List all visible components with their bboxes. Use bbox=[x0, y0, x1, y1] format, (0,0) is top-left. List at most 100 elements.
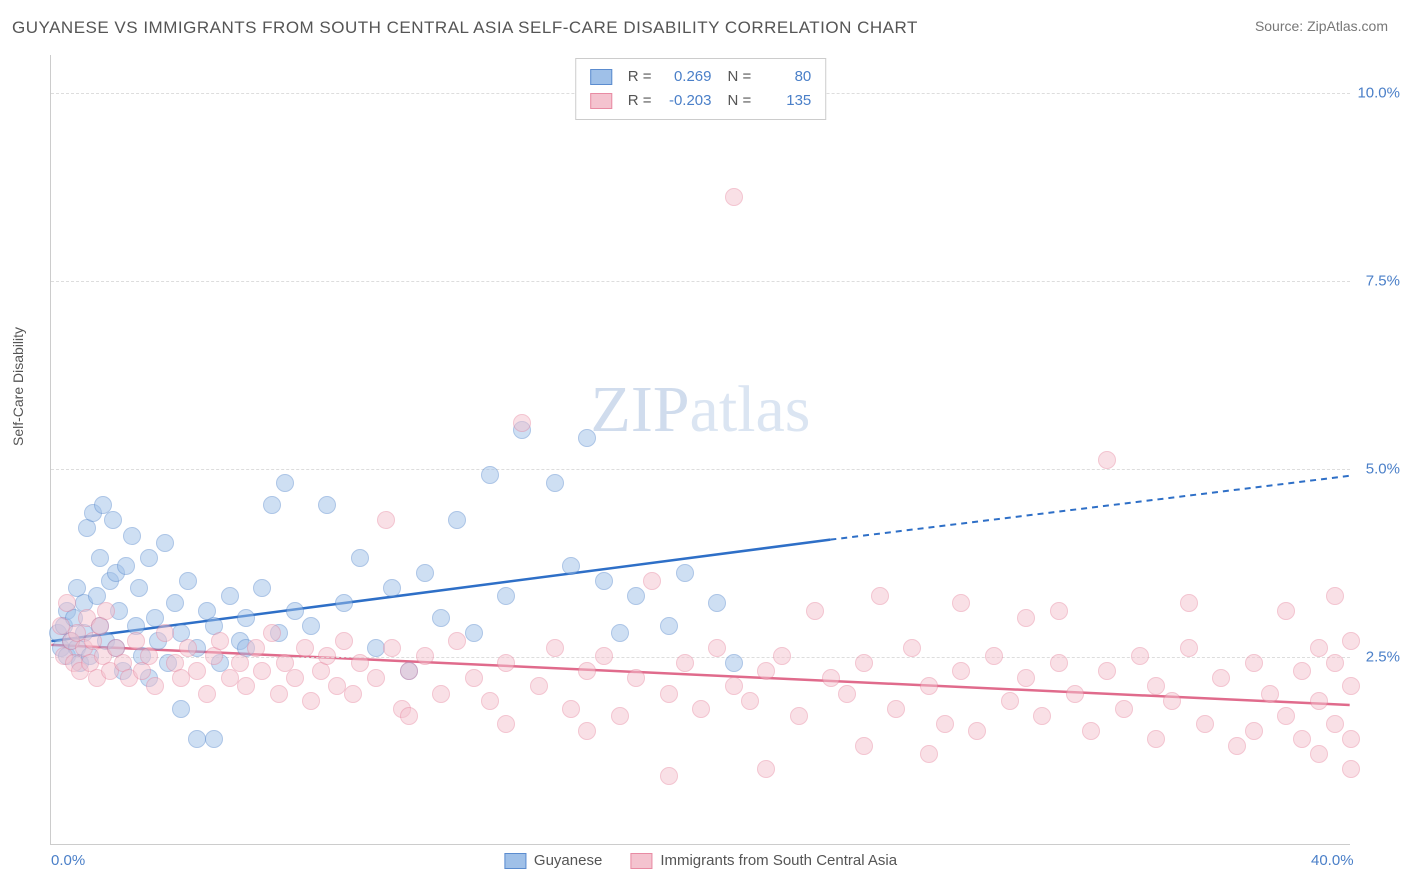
data-point bbox=[172, 700, 190, 718]
data-point bbox=[231, 654, 249, 672]
trend-line-ext bbox=[830, 476, 1349, 540]
data-point bbox=[351, 549, 369, 567]
data-point bbox=[367, 669, 385, 687]
data-point bbox=[952, 594, 970, 612]
data-point bbox=[335, 594, 353, 612]
data-point bbox=[1245, 722, 1263, 740]
data-point bbox=[1196, 715, 1214, 733]
data-point bbox=[123, 527, 141, 545]
trend-lines bbox=[51, 55, 1350, 844]
data-point bbox=[1017, 609, 1035, 627]
gridline bbox=[51, 469, 1350, 470]
data-point bbox=[920, 745, 938, 763]
data-point bbox=[611, 624, 629, 642]
legend-bottom-item: Guyanese bbox=[504, 852, 602, 869]
data-point bbox=[1180, 594, 1198, 612]
data-point bbox=[1098, 662, 1116, 680]
data-point bbox=[146, 677, 164, 695]
chart-container: GUYANESE VS IMMIGRANTS FROM SOUTH CENTRA… bbox=[0, 0, 1406, 892]
data-point bbox=[465, 669, 483, 687]
data-point bbox=[1293, 662, 1311, 680]
data-point bbox=[1261, 685, 1279, 703]
data-point bbox=[1212, 669, 1230, 687]
data-point bbox=[286, 602, 304, 620]
watermark-main: ZIP bbox=[591, 373, 690, 446]
data-point bbox=[198, 685, 216, 703]
data-point bbox=[318, 647, 336, 665]
legend-top: R =0.269N =80R =-0.203N =135 bbox=[575, 58, 827, 120]
data-point bbox=[1293, 730, 1311, 748]
data-point bbox=[660, 685, 678, 703]
data-point bbox=[708, 594, 726, 612]
data-point bbox=[302, 617, 320, 635]
data-point bbox=[855, 654, 873, 672]
data-point bbox=[1245, 654, 1263, 672]
data-point bbox=[302, 692, 320, 710]
data-point bbox=[497, 715, 515, 733]
data-point bbox=[790, 707, 808, 725]
data-point bbox=[757, 760, 775, 778]
data-point bbox=[530, 677, 548, 695]
data-point bbox=[91, 549, 109, 567]
xtick-label: 0.0% bbox=[51, 852, 85, 869]
ytick-label: 5.0% bbox=[1366, 460, 1400, 477]
chart-source: Source: ZipAtlas.com bbox=[1255, 18, 1388, 34]
data-point bbox=[838, 685, 856, 703]
data-point bbox=[578, 662, 596, 680]
data-point bbox=[855, 737, 873, 755]
data-point bbox=[432, 685, 450, 703]
data-point bbox=[156, 534, 174, 552]
n-label: N = bbox=[728, 89, 752, 113]
data-point bbox=[1342, 760, 1360, 778]
data-point bbox=[481, 692, 499, 710]
data-point bbox=[1131, 647, 1149, 665]
data-point bbox=[253, 662, 271, 680]
data-point bbox=[822, 669, 840, 687]
data-point bbox=[344, 685, 362, 703]
data-point bbox=[1326, 715, 1344, 733]
data-point bbox=[481, 466, 499, 484]
ytick-label: 7.5% bbox=[1366, 272, 1400, 289]
data-point bbox=[1342, 632, 1360, 650]
watermark-sub: atlas bbox=[690, 373, 811, 446]
data-point bbox=[263, 496, 281, 514]
plot-area: ZIPatlas 2.5%5.0%7.5%10.0%0.0%40.0%R =0.… bbox=[50, 55, 1350, 845]
xtick-label: 40.0% bbox=[1311, 852, 1354, 869]
data-point bbox=[432, 609, 450, 627]
data-point bbox=[1228, 737, 1246, 755]
y-axis-label: Self-Care Disability bbox=[10, 327, 26, 446]
data-point bbox=[1163, 692, 1181, 710]
data-point bbox=[1082, 722, 1100, 740]
data-point bbox=[725, 677, 743, 695]
data-point bbox=[627, 669, 645, 687]
data-point bbox=[595, 647, 613, 665]
data-point bbox=[253, 579, 271, 597]
data-point bbox=[741, 692, 759, 710]
ytick-label: 2.5% bbox=[1366, 648, 1400, 665]
data-point bbox=[1326, 654, 1344, 672]
data-point bbox=[335, 632, 353, 650]
data-point bbox=[1310, 745, 1328, 763]
data-point bbox=[156, 624, 174, 642]
data-point bbox=[1310, 639, 1328, 657]
data-point bbox=[643, 572, 661, 590]
data-point bbox=[416, 647, 434, 665]
data-point bbox=[172, 669, 190, 687]
data-point bbox=[166, 594, 184, 612]
data-point bbox=[465, 624, 483, 642]
data-point bbox=[497, 587, 515, 605]
data-point bbox=[127, 632, 145, 650]
r-label: R = bbox=[628, 89, 652, 113]
data-point bbox=[400, 662, 418, 680]
data-point bbox=[179, 572, 197, 590]
data-point bbox=[237, 609, 255, 627]
data-point bbox=[725, 654, 743, 672]
data-point bbox=[58, 594, 76, 612]
data-point bbox=[247, 639, 265, 657]
data-point bbox=[546, 639, 564, 657]
data-point bbox=[952, 662, 970, 680]
data-point bbox=[660, 617, 678, 635]
data-point bbox=[676, 564, 694, 582]
legend-swatch bbox=[590, 93, 612, 109]
data-point bbox=[270, 685, 288, 703]
